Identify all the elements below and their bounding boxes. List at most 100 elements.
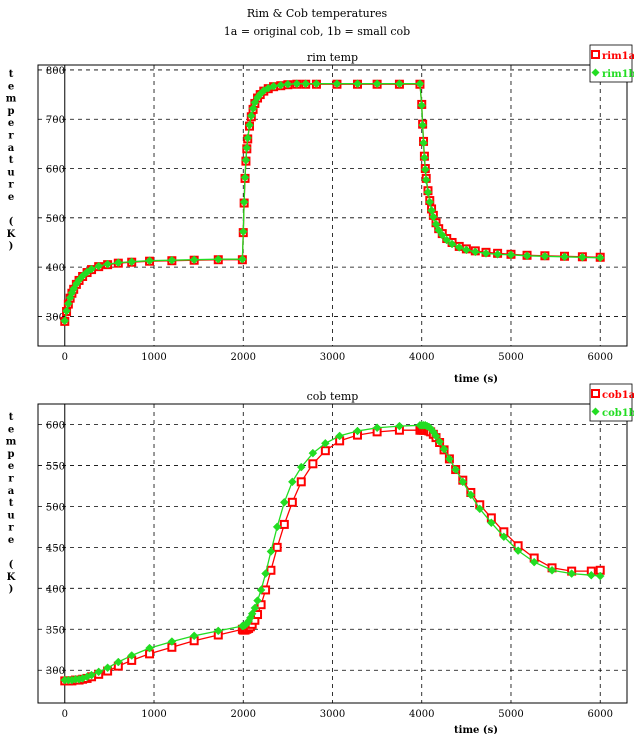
- rim-point: [420, 153, 429, 163]
- rim-x-tick-label: 0: [62, 352, 68, 363]
- cob-point: [287, 477, 297, 487]
- rim-x-tick-label: 1000: [141, 352, 166, 363]
- rim-point: [481, 248, 491, 258]
- cob-point: [94, 667, 104, 677]
- rim-point: [434, 225, 444, 235]
- rim-point: [428, 212, 438, 222]
- rim-temp-chart: rim temp 0 1000 2000 3000 4000 5000 6000 300 400 5…: [6, 44, 634, 385]
- rim-point: [87, 264, 96, 274]
- rim-legend-label: rim1a: [602, 51, 634, 62]
- cob-point: [586, 570, 596, 580]
- cob-point: [458, 477, 468, 487]
- rim-point: [454, 243, 464, 252]
- cob-point: [272, 542, 282, 552]
- rim-point: [425, 197, 435, 207]
- cob-point: [266, 565, 276, 575]
- rim-point: [283, 79, 293, 89]
- rim-point: [442, 235, 452, 245]
- cob-y-tick-label: 500: [46, 502, 65, 513]
- rim-point: [189, 255, 199, 265]
- rim-point: [418, 120, 427, 130]
- cob-point: [261, 569, 270, 578]
- rim-point: [493, 249, 502, 259]
- cob-point: [308, 459, 318, 469]
- rim-point: [419, 138, 428, 148]
- cob-legend-label: cob1a: [602, 390, 634, 401]
- rim-point: [423, 187, 433, 197]
- cob-point: [547, 565, 557, 575]
- rim-point: [437, 230, 447, 240]
- cob-point: [279, 497, 289, 507]
- rim-point: [470, 247, 480, 257]
- rim-point: [312, 79, 321, 89]
- cob-point: [247, 609, 257, 619]
- rim-series-rim1b: [60, 79, 605, 326]
- rim-point: [332, 79, 342, 89]
- cob-point: [353, 426, 362, 436]
- rim-point: [462, 245, 471, 255]
- figure-subtitle: 1a = original cob, 1b = small cob: [224, 25, 410, 38]
- rim-legend: rim1a rim1b: [589, 44, 634, 83]
- cob-point: [435, 437, 444, 447]
- cob-x-tick-label: 0: [62, 709, 68, 720]
- rim-point: [78, 271, 87, 281]
- cob-point: [189, 631, 199, 641]
- rim-x-tick-label: 4000: [409, 352, 434, 363]
- cob-y-tick-label: 600: [46, 420, 65, 431]
- rim-chart-title: rim temp: [307, 51, 358, 64]
- cob-point: [567, 569, 577, 578]
- rim-point: [506, 250, 516, 260]
- cob-x-axis-label: time (s): [454, 725, 498, 734]
- rim-y-tick-label: 400: [46, 263, 65, 274]
- cob-legend: cob1a cob1b: [589, 383, 634, 422]
- rim-point: [240, 173, 250, 182]
- rim-point: [301, 79, 311, 89]
- cob-point: [445, 454, 454, 464]
- cob-point: [486, 518, 496, 528]
- rim-legend-label: rim1b: [602, 69, 634, 80]
- cob-point: [321, 438, 330, 448]
- rim-point: [245, 120, 254, 130]
- rim-point: [239, 197, 249, 207]
- rim-point: [246, 111, 256, 121]
- rim-point: [238, 227, 248, 236]
- rim-point: [242, 143, 252, 153]
- cob-point: [372, 423, 382, 433]
- cob-point: [595, 571, 605, 581]
- rim-point: [238, 254, 247, 264]
- cob-point: [127, 651, 137, 660]
- rim-x-tick-label: 5000: [498, 352, 523, 363]
- cob-point: [513, 546, 523, 555]
- cob-point: [256, 585, 266, 595]
- cob-point: [529, 557, 539, 567]
- cob-point: [253, 596, 262, 605]
- cob-point: [272, 522, 282, 532]
- cob-point: [167, 637, 177, 646]
- cob-point: [213, 626, 223, 636]
- cob-point: [335, 431, 344, 441]
- cob-point: [103, 663, 112, 673]
- cob-x-tick-label: 4000: [409, 709, 434, 720]
- rim-point: [420, 165, 430, 174]
- rim-point: [213, 254, 223, 264]
- rim-point: [353, 79, 362, 89]
- rim-point: [269, 81, 278, 91]
- rim-point: [595, 253, 605, 263]
- cob-y-tick-label: 350: [46, 625, 65, 636]
- figure-title: Rim & Cob temperatures: [247, 7, 388, 20]
- rim-point: [560, 252, 569, 262]
- cob-point: [250, 603, 260, 613]
- rim-point: [94, 261, 104, 271]
- cob-y-tick-label: 450: [46, 543, 65, 554]
- cob-y-tick-label: 300: [46, 666, 65, 677]
- cob-point: [499, 532, 509, 542]
- cob-chart-title: cob temp: [307, 390, 359, 403]
- rim-point: [395, 79, 404, 89]
- rim-y-tick-label: 300: [46, 312, 65, 323]
- cob-point: [145, 643, 154, 653]
- rim-y-tick-label: 800: [46, 66, 65, 77]
- cob-point: [279, 519, 289, 529]
- rim-point: [421, 175, 431, 185]
